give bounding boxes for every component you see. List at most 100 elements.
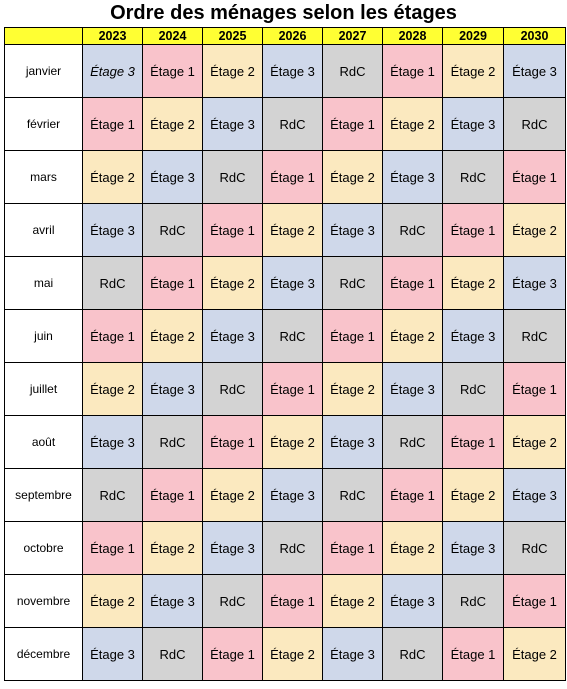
floor-cell: Étage 2 <box>322 150 383 204</box>
floor-cell: RdC <box>142 203 203 257</box>
month-label: février <box>4 97 83 151</box>
table-row: juin Étage 1 Étage 2 Étage 3 RdC Étage 1 Étage… <box>4 309 566 363</box>
table-row: août Étage 3 RdC Étage 1 Étage 2 Étage 3 RdC Ét… <box>4 415 566 469</box>
table-row: avril Étage 3 RdC Étage 1 Étage 2 Étage 3 RdC É… <box>4 203 566 257</box>
floor-cell: Étage 2 <box>142 97 203 151</box>
floor-cell: RdC <box>262 97 323 151</box>
year-header: 2024 <box>142 27 203 45</box>
year-header: 2029 <box>442 27 504 45</box>
floor-cell: Étage 3 <box>442 309 504 363</box>
floor-cell: Étage 1 <box>322 97 383 151</box>
table-row: septembre RdC Étage 1 Étage 2 Étage 3 RdC Étag… <box>4 468 566 522</box>
floor-cell: Étage 3 <box>442 521 504 575</box>
floor-cell: Étage 2 <box>142 521 203 575</box>
floor-cell: RdC <box>322 44 383 98</box>
floor-cell: Étage 1 <box>82 309 143 363</box>
floor-cell: Étage 2 <box>442 256 504 310</box>
corner-cell <box>4 27 83 45</box>
month-label: mai <box>4 256 83 310</box>
floor-cell: Étage 1 <box>442 627 504 681</box>
month-label: septembre <box>4 468 83 522</box>
floor-cell: Étage 1 <box>503 574 566 628</box>
floor-cell: Étage 2 <box>202 468 263 522</box>
floor-cell: Étage 3 <box>442 97 504 151</box>
floor-cell: Étage 1 <box>142 468 203 522</box>
floor-cell: RdC <box>382 203 443 257</box>
floor-cell: Étage 1 <box>382 44 443 98</box>
floor-cell: Étage 2 <box>82 362 143 416</box>
table-body: janvier Étage 3 Étage 1 Étage 2 Étage 3 RdC Ét… <box>4 44 566 681</box>
floor-cell: Étage 2 <box>503 627 566 681</box>
floor-cell: Étage 1 <box>82 97 143 151</box>
floor-cell: Étage 3 <box>202 521 263 575</box>
floor-cell: RdC <box>82 256 143 310</box>
floor-cell: Étage 1 <box>503 362 566 416</box>
floor-cell: Étage 2 <box>503 203 566 257</box>
year-header: 2027 <box>322 27 383 45</box>
table-row: mai RdC Étage 1 Étage 2 Étage 3 RdC Étage 1 Éta… <box>4 256 566 310</box>
year-header: 2028 <box>382 27 443 45</box>
floor-cell: Étage 3 <box>82 203 143 257</box>
year-header: 2030 <box>503 27 566 45</box>
month-label: novembre <box>4 574 83 628</box>
floor-cell: Étage 3 <box>262 44 323 98</box>
floor-cell: RdC <box>82 468 143 522</box>
floor-cell: RdC <box>142 415 203 469</box>
floor-cell: Étage 3 <box>322 203 383 257</box>
floor-cell: RdC <box>442 362 504 416</box>
floor-cell: Étage 2 <box>382 521 443 575</box>
floor-cell: Étage 2 <box>202 256 263 310</box>
floor-cell: RdC <box>442 150 504 204</box>
floor-cell: Étage 1 <box>262 150 323 204</box>
floor-cell: Étage 3 <box>262 468 323 522</box>
floor-cell: Étage 3 <box>202 309 263 363</box>
floor-cell: Étage 2 <box>82 574 143 628</box>
year-header: 2023 <box>82 27 143 45</box>
floor-cell: Étage 1 <box>322 521 383 575</box>
floor-cell: Étage 2 <box>262 627 323 681</box>
table-row: février Étage 1 Étage 2 Étage 3 RdC Étage 1 Ét… <box>4 97 566 151</box>
floor-cell: Étage 3 <box>322 627 383 681</box>
floor-cell: Étage 3 <box>82 44 143 98</box>
floor-cell: Étage 3 <box>142 150 203 204</box>
floor-cell: Étage 1 <box>322 309 383 363</box>
table-row: juillet Étage 2 Étage 3 RdC Étage 1 Étage 2 Ét… <box>4 362 566 416</box>
floor-cell: Étage 1 <box>82 521 143 575</box>
floor-cell: Étage 1 <box>142 256 203 310</box>
floor-cell: RdC <box>202 150 263 204</box>
page-title: Ordre des ménages selon les étages <box>110 2 457 24</box>
floor-cell: RdC <box>503 309 566 363</box>
floor-cell: Étage 1 <box>262 574 323 628</box>
floor-cell: Étage 2 <box>322 574 383 628</box>
floor-cell: Étage 2 <box>262 203 323 257</box>
floor-cell: Étage 1 <box>382 256 443 310</box>
floor-cell: Étage 1 <box>202 415 263 469</box>
floor-cell: RdC <box>503 97 566 151</box>
floor-cell: Étage 3 <box>142 362 203 416</box>
month-label: janvier <box>4 44 83 98</box>
month-label: décembre <box>4 627 83 681</box>
floor-cell: Étage 1 <box>142 44 203 98</box>
floor-cell: Étage 1 <box>442 203 504 257</box>
schedule-table: 2023 2024 2025 2026 2027 2028 2029 2030 janvier… <box>4 27 566 681</box>
floor-cell: Étage 3 <box>382 150 443 204</box>
table-row: mars Étage 2 Étage 3 RdC Étage 1 Étage 2 Étage… <box>4 150 566 204</box>
floor-cell: Étage 2 <box>382 309 443 363</box>
table-row: octobre Étage 1 Étage 2 Étage 3 RdC Étage 1 Ét… <box>4 521 566 575</box>
floor-cell: Étage 1 <box>503 150 566 204</box>
month-label: octobre <box>4 521 83 575</box>
floor-cell: Étage 3 <box>382 574 443 628</box>
floor-cell: RdC <box>322 256 383 310</box>
floor-cell: Étage 1 <box>442 415 504 469</box>
floor-cell: RdC <box>382 627 443 681</box>
month-label: juillet <box>4 362 83 416</box>
floor-cell: Étage 3 <box>82 627 143 681</box>
floor-cell: Étage 3 <box>503 44 566 98</box>
year-header: 2026 <box>262 27 323 45</box>
floor-cell: Étage 2 <box>82 150 143 204</box>
header-row: 2023 2024 2025 2026 2027 2028 2029 2030 <box>4 27 566 45</box>
floor-cell: Étage 1 <box>262 362 323 416</box>
floor-cell: Étage 3 <box>202 97 263 151</box>
